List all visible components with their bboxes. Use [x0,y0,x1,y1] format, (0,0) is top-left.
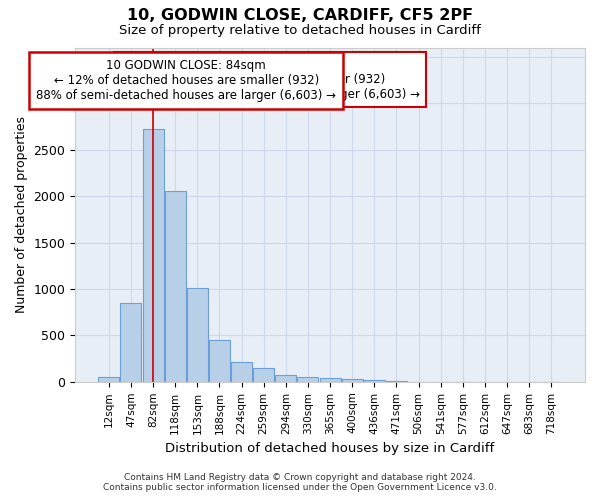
Bar [320,378,341,382]
Bar [231,362,252,382]
Bar [187,288,208,382]
Text: Contains HM Land Registry data © Crown copyright and database right 2024.
Contai: Contains HM Land Registry data © Crown c… [103,473,497,492]
Bar [143,129,164,382]
Text: Size of property relative to detached houses in Cardiff: Size of property relative to detached ho… [119,24,481,37]
Text: 10, GODWIN CLOSE, CARDIFF, CF5 2PF: 10, GODWIN CLOSE, CARDIFF, CF5 2PF [127,8,473,22]
X-axis label: Distribution of detached houses by size in Cardiff: Distribution of detached houses by size … [166,442,495,455]
Y-axis label: Number of detached properties: Number of detached properties [15,116,28,313]
Bar [275,375,296,382]
Bar [98,376,119,382]
Bar [253,368,274,382]
Text: 10 GODWIN CLOSE: 84sqm
← 12% of detached houses are smaller (932)
88% of semi-de: 10 GODWIN CLOSE: 84sqm ← 12% of detached… [36,58,336,102]
Bar [364,380,385,382]
Bar [164,190,186,382]
Bar [209,340,230,382]
Bar [121,303,142,382]
Text: 10 GODWIN CLOSE: 84sqm
← 12% of detached houses are smaller (932)
88% of semi-de: 10 GODWIN CLOSE: 84sqm ← 12% of detached… [120,58,420,100]
Bar [341,379,363,382]
Bar [298,377,319,382]
